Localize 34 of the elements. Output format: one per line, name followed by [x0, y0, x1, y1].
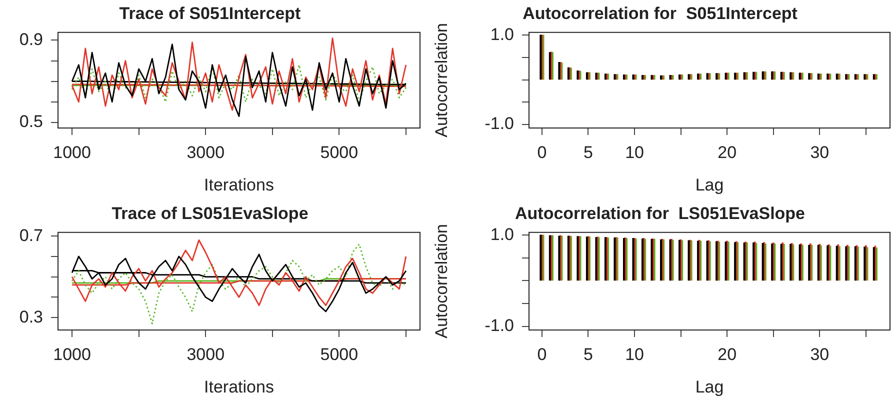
- x-tick-label: 0: [537, 344, 547, 364]
- x-tick-label: 20: [718, 142, 737, 162]
- y-axis-title: Autocorrelation: [432, 224, 451, 338]
- y-tick-label: 0.5: [19, 112, 43, 132]
- x-tick-label: 0: [537, 142, 547, 162]
- y-tick-label: 0.3: [19, 307, 43, 326]
- chart-title: Trace of LS051EvaSlope: [112, 204, 308, 223]
- chart-title: Autocorrelation for S051Intercept: [522, 4, 798, 23]
- y-tick-label: 0.7: [19, 226, 43, 245]
- x-tick-label: 5000: [320, 142, 358, 162]
- x-tick-label: 3000: [186, 344, 225, 364]
- x-axis-title: Lag: [695, 377, 724, 396]
- x-tick-label: 10: [625, 142, 644, 162]
- x-tick-label: 1000: [53, 344, 91, 364]
- x-tick-label: 3000: [186, 142, 225, 162]
- x-tick-label: 30: [810, 344, 830, 364]
- x-axis-title: Iterations: [204, 175, 274, 194]
- y-tick-label: 1.0: [490, 224, 514, 244]
- x-tick-label: 20: [718, 344, 737, 364]
- x-tick-label: 5000: [320, 344, 358, 364]
- x-axis-title: Lag: [695, 175, 724, 194]
- x-axis-title: Iterations: [204, 377, 274, 396]
- x-tick-label: 1000: [53, 142, 91, 162]
- chart-title: Trace of S051Intercept: [119, 4, 302, 23]
- y-tick-label: 0.9: [19, 30, 43, 49]
- x-tick-label: 30: [810, 142, 830, 162]
- x-tick-label: 5: [584, 344, 593, 364]
- x-tick-label: 10: [625, 344, 644, 364]
- y-axis-title: Autocorrelation: [432, 23, 451, 138]
- y-tick-label: -1.0: [484, 114, 514, 134]
- x-tick-label: 5: [584, 142, 593, 162]
- y-tick-label: 1.0: [490, 24, 514, 44]
- chart-title: Autocorrelation for LS051EvaSlope: [514, 204, 806, 223]
- y-tick-label: -1.0: [484, 316, 514, 336]
